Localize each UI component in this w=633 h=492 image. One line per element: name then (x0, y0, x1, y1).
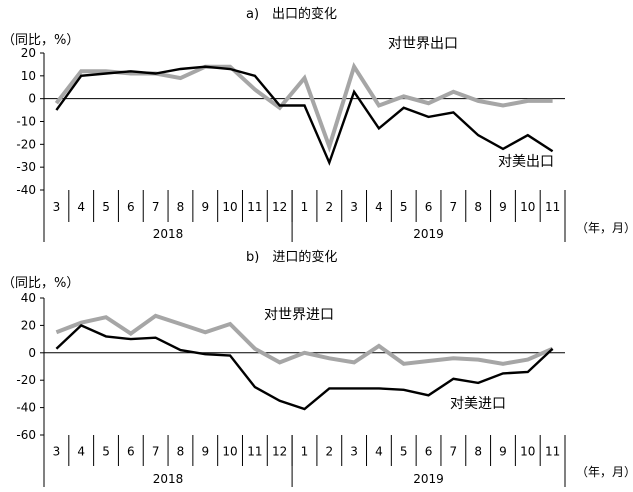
series-label-us: 对美进口 (450, 396, 506, 412)
x-tick-label: 6 (127, 445, 135, 459)
series-line-us (55, 65, 554, 166)
y-unit-label: （同比，%） (2, 276, 79, 291)
y-tick-label: -20 (16, 373, 36, 387)
series-line-world (54, 61, 553, 153)
y-tick-label: -30 (16, 160, 36, 174)
x-tick-label: 8 (474, 200, 482, 214)
y-tick-label: 0 (28, 346, 36, 360)
x-tick-label: 6 (127, 200, 135, 214)
x-tick-label: 8 (177, 445, 185, 459)
y-tick-label: 20 (21, 318, 36, 332)
x-tick-label: 5 (400, 445, 408, 459)
x-axis-end-label: （年，月） (576, 465, 633, 479)
x-tick-label: 10 (520, 200, 535, 214)
y-tick-label: -40 (16, 401, 36, 415)
x-tick-label: 11 (545, 445, 560, 459)
x-tick-label: 2 (325, 445, 333, 459)
x-tick-label: 9 (499, 200, 507, 214)
x-tick-label: 3 (53, 200, 61, 214)
y-tick-label: 10 (21, 69, 36, 83)
x-tick-label: 1 (301, 445, 309, 459)
x-tick-label: 5 (102, 200, 110, 214)
x-tick-label: 5 (400, 200, 408, 214)
x-tick-label: 3 (53, 445, 61, 459)
x-tick-label: 10 (222, 445, 237, 459)
x-tick-label: 4 (77, 200, 85, 214)
x-tick-label: 10 (520, 445, 535, 459)
export-chart-panel: a) 出口的变化 （同比，%）20 10 0 -10 -20 -30 -40 3 4 5 6 7 8 9 10… (2, 6, 633, 242)
series-label-world: 对世界进口 (264, 307, 334, 323)
x-tick-label: 11 (545, 200, 560, 214)
x-tick-label: 3 (350, 445, 358, 459)
year-label-2018: 2018 (153, 472, 184, 486)
x-tick-label: 5 (102, 445, 110, 459)
y-tick-label: 40 (21, 291, 36, 305)
year-label-2019: 2019 (413, 227, 444, 241)
series-line-world (55, 313, 554, 366)
year-label-2019: 2019 (413, 472, 444, 486)
x-tick-label: 1 (301, 200, 309, 214)
x-tick-label: 8 (474, 445, 482, 459)
x-tick-label: 7 (152, 200, 160, 214)
x-tick-label: 9 (499, 445, 507, 459)
x-tick-label: 4 (375, 200, 383, 214)
x-tick-label: 12 (272, 200, 287, 214)
x-tick-label: 6 (425, 445, 433, 459)
series-label-world: 对世界出口 (388, 36, 458, 52)
chart-title: a) 出口的变化 (246, 6, 337, 22)
x-axis-end-label: （年，月） (576, 221, 633, 235)
y-tick-label: -10 (16, 115, 36, 129)
x-tick-label: 8 (177, 200, 185, 214)
x-tick-label: 4 (77, 445, 85, 459)
x-tick-label: 6 (425, 200, 433, 214)
series-label-us: 对美出口 (498, 154, 554, 170)
x-tick-label: 2 (325, 200, 333, 214)
x-tick-label: 11 (247, 200, 262, 214)
x-tick-label: 7 (450, 445, 458, 459)
y-tick-label: -20 (16, 137, 36, 151)
x-tick-label: 3 (350, 200, 358, 214)
y-tick-label: -40 (16, 183, 36, 197)
x-tick-label: 11 (247, 445, 262, 459)
x-tick-label: 9 (201, 200, 209, 214)
y-tick-label: 0 (28, 92, 36, 106)
x-tick-label: 4 (375, 445, 383, 459)
y-tick-label: -60 (16, 428, 36, 442)
y-unit-label: （同比，%） (2, 33, 79, 48)
y-tick-label: 20 (21, 46, 36, 60)
chart-title: b) 进口的变化 (246, 249, 337, 265)
x-tick-label: 12 (272, 445, 287, 459)
x-tick-label: 7 (152, 445, 160, 459)
x-tick-label: 7 (450, 200, 458, 214)
series-line-us (55, 323, 554, 411)
x-tick-label: 9 (201, 445, 209, 459)
x-tick-label: 10 (222, 200, 237, 214)
year-label-2018: 2018 (153, 227, 184, 241)
